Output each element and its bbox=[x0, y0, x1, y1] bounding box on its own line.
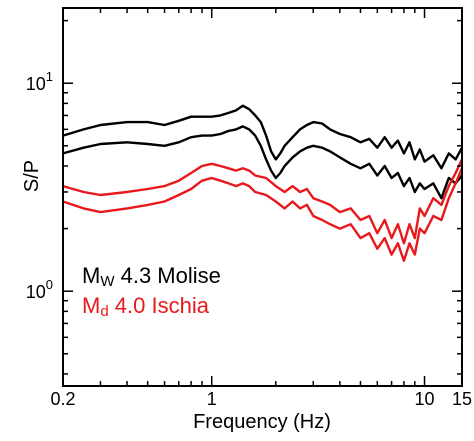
series-line-1 bbox=[62, 104, 464, 170]
legend: MW 4.3 Molise Md 4.0 Ischia bbox=[82, 263, 221, 320]
x-tick-label: 1 bbox=[207, 389, 217, 409]
y-tick-label: 101 bbox=[26, 69, 53, 94]
series-line-3 bbox=[62, 158, 464, 245]
x-tick-label: 15 bbox=[452, 389, 472, 409]
series-line-2 bbox=[62, 125, 463, 200]
y-axis-title: S/P bbox=[21, 160, 43, 192]
series-line-4 bbox=[62, 167, 464, 262]
x-tick-label: 10 bbox=[415, 389, 435, 409]
x-tick-label: 0.2 bbox=[50, 389, 75, 409]
plot-frame bbox=[62, 7, 463, 387]
y-tick-label: 100 bbox=[26, 277, 53, 302]
legend-entry-1: MW 4.3 Molise bbox=[82, 263, 221, 290]
x-axis-title: Frequency (Hz) bbox=[193, 411, 331, 433]
legend-entry-2: Md 4.0 Ischia bbox=[82, 293, 210, 320]
series-layer bbox=[62, 104, 464, 262]
label-layer: 0.2 1 10 15 101 100 bbox=[26, 69, 472, 409]
tick-layer bbox=[62, 8, 462, 386]
